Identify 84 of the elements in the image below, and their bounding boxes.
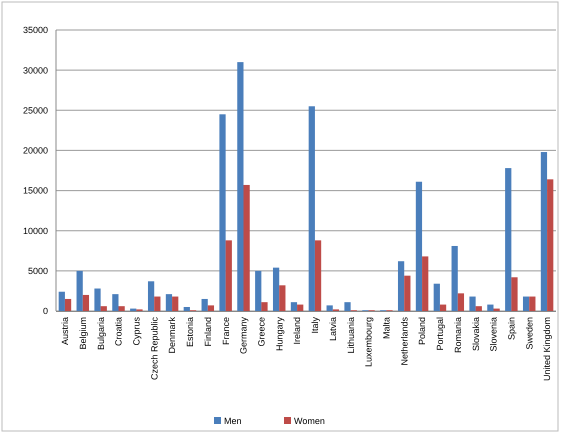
bar (458, 293, 464, 311)
x-tick-label: Croatia (114, 317, 124, 346)
bar (272, 268, 280, 311)
legend-label: Men (224, 416, 242, 426)
x-tick-label: Cyprus (132, 316, 142, 346)
x-tick-label: United Kingdom (542, 317, 552, 382)
x-tick-label: Bulgaria (96, 317, 106, 350)
y-tick-label: 10000 (22, 226, 48, 236)
bar (416, 182, 422, 311)
x-tick-label: Finland (202, 317, 213, 347)
bar (64, 298, 72, 311)
x-tick-label: Belgium (78, 317, 88, 350)
bar (487, 304, 494, 311)
bar (404, 276, 410, 311)
bar (344, 302, 351, 311)
bar (76, 270, 83, 311)
bar (255, 270, 262, 311)
x-tick-label: Lithuania (346, 317, 356, 354)
x-tick-label: Denmark (167, 316, 178, 354)
bar (290, 302, 298, 311)
bar (505, 168, 512, 311)
x-tick-label: Slovakia (470, 317, 481, 352)
bar (522, 296, 530, 311)
bar (172, 296, 178, 311)
x-tick-label: Latvia (328, 317, 338, 342)
bar (219, 114, 226, 311)
bar (540, 152, 548, 311)
bar (440, 304, 446, 311)
bar (476, 306, 482, 311)
bar (511, 277, 518, 311)
y-tick-label: 5000 (28, 266, 48, 276)
bar (529, 296, 536, 311)
bar (184, 306, 190, 311)
x-tick-label: Greece (256, 317, 267, 347)
y-tick-label: 25000 (22, 105, 48, 116)
bar (100, 306, 107, 311)
bar (314, 240, 322, 311)
bar (94, 288, 101, 311)
bar (308, 106, 315, 311)
y-tick-label: 20000 (22, 146, 48, 156)
bar (208, 305, 214, 311)
x-tick-label: Germany (238, 316, 249, 354)
y-tick-label: 30000 (22, 65, 48, 76)
y-tick-label: 0 (42, 306, 48, 316)
bar (297, 304, 304, 311)
bar (112, 294, 118, 311)
x-tick-label: Sweden (524, 317, 534, 350)
bar (154, 296, 160, 311)
bar (226, 240, 232, 311)
bar (244, 184, 250, 311)
x-tick-label: Netherlands (399, 316, 410, 366)
x-tick-label: France (220, 317, 231, 346)
bar (547, 179, 554, 311)
x-tick-label: Italy (310, 316, 320, 334)
x-tick-label: Spain (506, 317, 517, 340)
bar (202, 298, 208, 311)
bar (398, 261, 404, 311)
bar (422, 256, 428, 311)
x-tick-label: Ireland (292, 317, 302, 345)
x-tick-label: Poland (417, 317, 428, 346)
x-tick-label: Czech Republic (149, 316, 160, 380)
y-tick-label: 15000 (22, 186, 48, 196)
x-tick-label: Malta (382, 317, 392, 340)
bar (261, 302, 268, 311)
x-tick-label: Austria (60, 317, 70, 346)
bar (469, 296, 476, 311)
bar (82, 294, 90, 311)
x-tick-label: Luxembourg (364, 317, 374, 368)
bar (148, 281, 154, 311)
bar (434, 284, 440, 311)
bar (452, 246, 458, 311)
x-tick-label: Estonia (185, 317, 196, 348)
x-tick-label: Slovenia (488, 317, 499, 352)
bar (166, 294, 172, 311)
bar (118, 306, 125, 311)
x-tick-label: Portugal (435, 317, 446, 351)
bar (326, 305, 333, 311)
bar (237, 62, 244, 311)
y-tick-label: 35000 (22, 25, 48, 36)
x-tick-label: Hungary (274, 316, 284, 352)
bar (279, 285, 286, 311)
bar (58, 292, 65, 311)
legend-label: Women (294, 416, 325, 426)
x-tick-label: Romania (452, 317, 463, 354)
